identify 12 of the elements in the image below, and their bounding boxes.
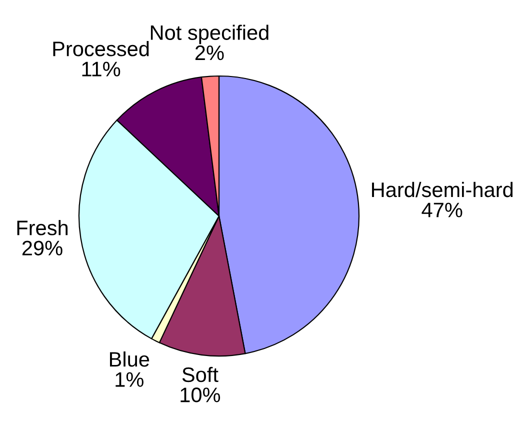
- data-label: 29%: [22, 240, 62, 256]
- slice-label: Hard/semi-hard: [372, 182, 513, 198]
- data-label: 47%: [422, 202, 462, 218]
- slice-label: Not specified: [150, 24, 268, 44]
- slice-label: Soft: [182, 366, 218, 382]
- slice-label: Processed: [53, 40, 149, 56]
- slice-label: Fresh: [17, 220, 68, 236]
- slice-label: Blue: [110, 351, 150, 367]
- data-label: 10%: [180, 388, 220, 402]
- data-label: 11%: [82, 62, 120, 76]
- data-label: 1%: [116, 372, 144, 387]
- data-label: 2%: [195, 45, 224, 60]
